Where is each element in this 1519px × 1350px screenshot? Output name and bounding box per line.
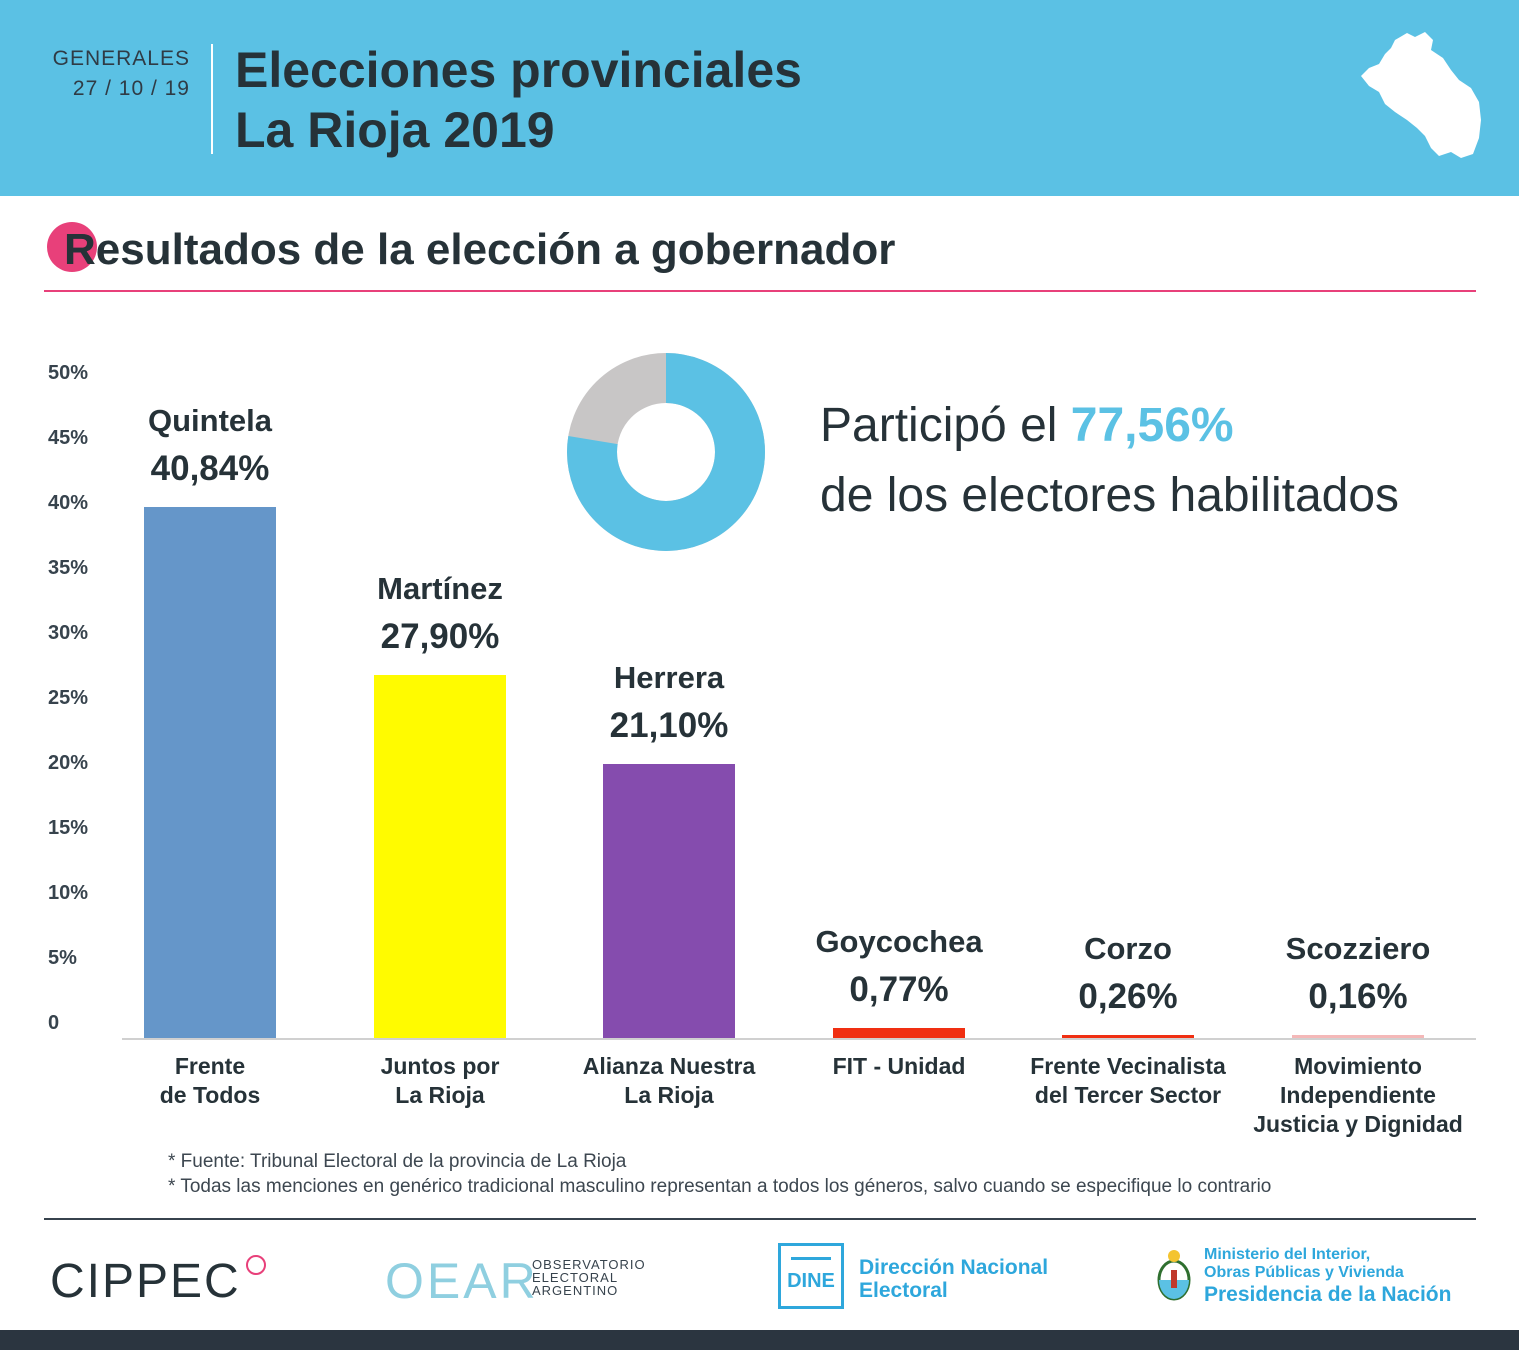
y-tick-label: 45% <box>48 427 89 449</box>
bar-herrera <box>603 763 735 1038</box>
participation-value: 77,56% <box>1070 399 1234 452</box>
ministerio-label: Ministerio del Interior, Obras Públicas … <box>1204 1246 1404 1281</box>
participation-prefix: Participó el <box>820 399 1071 452</box>
oear-logo-subtitle: OBSERVATORIO ELECTORAL ARGENTINO <box>532 1257 646 1298</box>
candidate-name: Quintela <box>147 403 272 439</box>
bar-value-label: 0,16% <box>1308 977 1408 1016</box>
election-type-label: GENERALES <box>52 47 190 70</box>
bar-martnez <box>374 675 506 1038</box>
dine-logo: DINE <box>778 1243 844 1309</box>
candidate-name: Scozziero <box>1285 931 1431 966</box>
y-tick-label: 30% <box>48 622 89 644</box>
y-tick-label: 0 <box>48 1012 60 1034</box>
section-divider <box>44 290 1476 292</box>
category-label: FIT - Unidad <box>832 1053 966 1079</box>
bar-value-label: 21,10% <box>609 705 729 745</box>
candidate-name: Herrera <box>613 659 725 695</box>
candidate-name: Corzo <box>1084 930 1172 966</box>
section-title: Resultados de la elección a gobernador <box>64 222 895 278</box>
section-title-rest: esultados de la elección a gobernador <box>95 225 896 274</box>
category-label: Juntos por La Rioja <box>380 1053 500 1108</box>
election-date: 27 / 10 / 19 <box>72 77 190 100</box>
y-tick-label: 15% <box>48 817 89 839</box>
y-tick-label: 25% <box>48 687 89 709</box>
y-tick-label: 5% <box>48 947 77 969</box>
participation-line2: de los electores habilitados <box>820 469 1400 522</box>
donut-participation <box>567 353 765 551</box>
bar-scozziero <box>1292 1035 1424 1038</box>
category-label: Frente Vecinalista del Tercer Sector <box>1030 1053 1226 1108</box>
section-bullet <box>47 222 97 272</box>
bar-value-label: 27,90% <box>380 617 500 657</box>
category-label: Frente de Todos <box>159 1053 261 1108</box>
participation-donut <box>567 353 765 551</box>
y-tick-label: 35% <box>48 557 89 579</box>
page-title: Elecciones provinciales La Rioja 2019 <box>235 40 802 160</box>
y-tick-label: 10% <box>48 882 89 904</box>
header-banner: GENERALES 27 / 10 / 19 Elecciones provin… <box>0 0 1519 196</box>
cippec-logo: CIPPEC <box>50 1255 241 1308</box>
gender-note: * Todas las menciones en genérico tradic… <box>168 1176 1272 1197</box>
bar-corzo <box>1062 1034 1194 1038</box>
y-tick-label: 40% <box>48 492 89 514</box>
header-date-block: GENERALES 27 / 10 / 19 <box>40 44 190 104</box>
chart-baseline <box>122 1038 1476 1040</box>
bar-value-label: 0,77% <box>849 969 949 1009</box>
section-title-initial: R <box>64 225 96 274</box>
cippec-badge-icon <box>246 1255 266 1275</box>
oear-logo: OEAR <box>385 1253 539 1309</box>
bottom-bar <box>0 1330 1519 1350</box>
source-note: * Fuente: Tribunal Electoral de la provi… <box>168 1151 627 1172</box>
footer-divider <box>44 1218 1476 1220</box>
candidate-name: Goycochea <box>815 923 983 959</box>
bar-goycochea <box>833 1027 965 1038</box>
category-label: Movimiento Independiente Justicia y Dign… <box>1253 1053 1463 1137</box>
presidencia-label: Presidencia de la Nación <box>1204 1283 1452 1306</box>
y-tick-label: 50% <box>48 362 89 384</box>
candidate-name: Martínez <box>377 571 503 607</box>
page-title-line1: Elecciones provinciales <box>235 42 802 98</box>
header-separator <box>211 44 213 154</box>
la-rioja-map-icon <box>1361 32 1481 158</box>
bar-quintela <box>144 507 276 1038</box>
participation-line1: Participó el 77,56% <box>820 398 1234 453</box>
dine-label: Dirección Nacional Electoral <box>859 1256 1049 1302</box>
bar-value-label: 40,84% <box>150 449 270 489</box>
bar-value-label: 0,26% <box>1078 976 1178 1016</box>
y-tick-label: 20% <box>48 752 89 774</box>
dine-logo-bar <box>791 1257 831 1260</box>
coat-of-arms-icon <box>1157 1250 1191 1301</box>
page-title-line2: La Rioja 2019 <box>235 102 555 158</box>
category-label: Alianza Nuestra La Rioja <box>582 1053 756 1108</box>
dine-logo-text: DINE <box>787 1270 835 1292</box>
